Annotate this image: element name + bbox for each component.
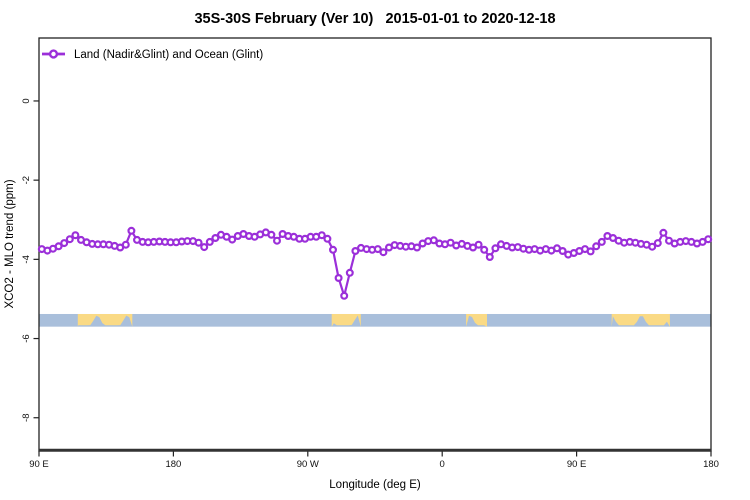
- data-point-marker: [592, 242, 601, 251]
- data-point-marker: [71, 231, 80, 240]
- y-tick-label: -8: [21, 414, 32, 422]
- data-point-marker: [480, 245, 489, 254]
- data-point-marker: [121, 240, 130, 249]
- data-point-marker: [127, 226, 136, 235]
- land-ocean-band: [39, 313, 711, 327]
- data-point-marker: [334, 274, 343, 283]
- data-point-marker: [345, 268, 354, 277]
- data-point-marker: [267, 230, 276, 239]
- data-point-marker: [228, 235, 237, 244]
- y-tick-label: -6: [21, 334, 32, 342]
- data-point-marker: [373, 245, 382, 254]
- x-axis-title: Longitude (deg E): [329, 479, 421, 491]
- ocean-band: [39, 313, 711, 327]
- y-tick-label: -2: [21, 176, 32, 184]
- data-point-marker: [597, 237, 606, 246]
- data-point-marker: [648, 242, 657, 251]
- data-point-marker: [65, 235, 74, 244]
- data-point-marker: [194, 238, 203, 247]
- legend-label: Land (Nadir&Glint) and Ocean (Glint): [74, 49, 263, 61]
- x-tick-label: 0: [440, 459, 445, 470]
- y-axis-title: XCO2 - MLO trend (ppm): [4, 179, 16, 308]
- land-band-segment: [77, 314, 133, 327]
- data-point-marker: [704, 235, 713, 244]
- data-series: [37, 226, 713, 300]
- y-tick-label: -4: [21, 255, 32, 263]
- data-point-marker: [485, 253, 494, 262]
- y-tick-label: 0: [21, 98, 32, 103]
- x-tick-label: 180: [165, 459, 181, 470]
- data-point-marker: [586, 247, 595, 256]
- legend: Land (Nadir&Glint) and Ocean (Glint): [42, 49, 263, 61]
- data-point-marker: [205, 237, 214, 246]
- data-point-marker: [379, 248, 388, 257]
- axis-ticks: 90 E 180 90 W 0 90 E 180 0 -2 -4 -6 -8: [21, 98, 719, 470]
- chart-title: 35S-30S February (Ver 10) 2015-01-01 to …: [194, 11, 555, 27]
- data-point-marker: [211, 234, 220, 243]
- x-tick-label: 90 E: [29, 459, 49, 470]
- data-point-marker: [329, 245, 338, 254]
- x-tick-label: 90 W: [297, 459, 319, 470]
- data-point-marker: [273, 236, 282, 245]
- x-tick-label: 180: [703, 459, 719, 470]
- data-point-marker: [653, 239, 662, 248]
- data-point-marker: [54, 242, 63, 251]
- data-point-marker: [317, 231, 326, 240]
- land-band-segment: [611, 314, 670, 327]
- land-band-segment: [466, 314, 487, 327]
- data-point-marker: [60, 239, 69, 248]
- data-point-marker: [323, 234, 332, 243]
- data-point-marker: [429, 236, 438, 245]
- data-point-marker: [351, 247, 360, 256]
- data-point-marker: [200, 243, 209, 252]
- data-point-marker: [340, 291, 349, 300]
- x-tick-label: 90 E: [567, 459, 587, 470]
- legend-series-marker-icon: [48, 49, 59, 59]
- land-band-segment: [331, 314, 361, 327]
- data-point-marker: [413, 243, 422, 252]
- data-point-marker: [491, 244, 500, 253]
- data-point-marker: [558, 247, 567, 256]
- data-point-marker: [474, 240, 483, 249]
- data-point-marker: [659, 228, 668, 237]
